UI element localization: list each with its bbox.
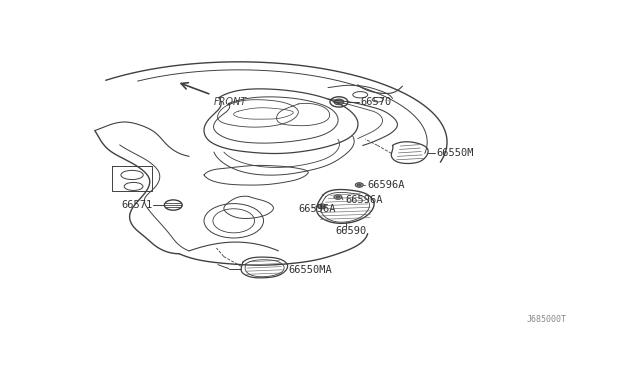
Text: 66550M: 66550M — [436, 148, 474, 158]
Circle shape — [320, 205, 324, 207]
Circle shape — [355, 183, 364, 187]
Text: 66590: 66590 — [335, 227, 367, 236]
Circle shape — [336, 196, 340, 198]
Text: FRONT: FRONT — [214, 97, 247, 107]
Text: 66596A: 66596A — [367, 180, 405, 190]
Circle shape — [318, 204, 326, 208]
Text: J685000T: J685000T — [526, 315, 566, 324]
Circle shape — [357, 184, 361, 186]
Text: 66596A: 66596A — [298, 204, 336, 214]
Text: 66596A: 66596A — [346, 195, 383, 205]
Text: 66571: 66571 — [121, 200, 152, 210]
Text: 66570: 66570 — [360, 97, 392, 107]
Circle shape — [334, 99, 344, 105]
Circle shape — [334, 195, 342, 199]
Text: 66550MA: 66550MA — [288, 265, 332, 275]
